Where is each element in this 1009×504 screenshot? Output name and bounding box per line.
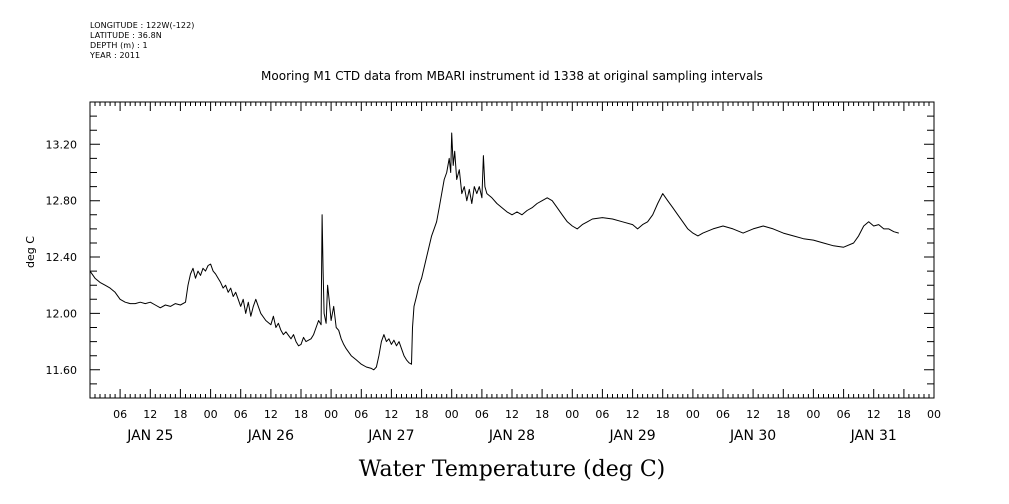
- x-hour-label: 06: [354, 408, 368, 421]
- depth-line: DEPTH (m) : 1: [90, 41, 148, 50]
- year-line: YEAR : 2011: [90, 51, 141, 60]
- chart-title: Mooring M1 CTD data from MBARI instrumen…: [261, 69, 763, 83]
- y-axis-label: deg C: [24, 236, 37, 268]
- y-tick-labels: 11.60 12.00 12.40 12.80 13.20: [46, 138, 78, 376]
- x-hour-label: 18: [173, 408, 187, 421]
- x-hour-label: 12: [746, 408, 760, 421]
- axis-ticks: [89, 102, 935, 399]
- x-hour-label: 06: [234, 408, 248, 421]
- series-group: [89, 132, 899, 371]
- x-day-label: JAN 26: [247, 428, 294, 444]
- x-hour-label: 18: [415, 408, 429, 421]
- x-major-ticks: [89, 102, 935, 398]
- longitude-line: LONGITUDE : 122W(-122): [90, 21, 195, 30]
- x-hour-label: 00: [927, 408, 941, 421]
- x-hour-label: 06: [475, 408, 489, 421]
- x-hour-label: 00: [445, 408, 459, 421]
- x-hour-label: 06: [595, 408, 609, 421]
- latitude-line: LATITUDE : 36.8N: [90, 31, 162, 40]
- y-ticks: [90, 115, 934, 399]
- x-hour-label: 18: [535, 408, 549, 421]
- x-hour-label: 18: [776, 408, 790, 421]
- x-hour-label: 12: [264, 408, 278, 421]
- temperature-series-line: [89, 132, 899, 371]
- x-hour-label: 00: [204, 408, 218, 421]
- x-hour-label: 00: [565, 408, 579, 421]
- x-minor-ticks: [94, 102, 930, 398]
- x-hour-label: 18: [897, 408, 911, 421]
- y-tick-label: 13.20: [46, 138, 78, 151]
- x-day-label: JAN 31: [850, 428, 897, 444]
- y-tick-label: 12.40: [46, 251, 78, 264]
- x-day-label: JAN 28: [488, 428, 535, 444]
- x-hour-label: 00: [324, 408, 338, 421]
- metadata-block: LONGITUDE : 122W(-122) LATITUDE : 36.8N …: [90, 21, 195, 61]
- x-hour-label: 06: [837, 408, 851, 421]
- plot-frame: [89, 101, 935, 399]
- footer-caption: Water Temperature (deg C): [359, 457, 666, 482]
- x-hour-label: 12: [143, 408, 157, 421]
- x-hour-label: 06: [113, 408, 127, 421]
- x-hour-label: 06: [716, 408, 730, 421]
- x-hour-label: 18: [294, 408, 308, 421]
- y-tick-label: 12.80: [46, 195, 78, 208]
- x-hour-label: 00: [806, 408, 820, 421]
- y-tick-label: 11.60: [46, 364, 78, 377]
- x-hour-label: 12: [626, 408, 640, 421]
- x-hour-label: 18: [656, 408, 670, 421]
- x-hour-label: 12: [505, 408, 519, 421]
- x-hour-label: 12: [867, 408, 881, 421]
- x-hour-label: 00: [686, 408, 700, 421]
- x-day-label: JAN 27: [367, 428, 414, 444]
- x-day-label: JAN 30: [729, 428, 776, 444]
- x-day-label: JAN 29: [608, 428, 655, 444]
- x-day-label: JAN 25: [126, 428, 173, 444]
- y-tick-label: 12.00: [46, 307, 78, 320]
- x-tick-labels: 06 12 18 00 06 12 18 00 06 12 18 00 06 12 18 00 06 12 18 00…: [113, 408, 941, 444]
- x-hour-label: 12: [384, 408, 398, 421]
